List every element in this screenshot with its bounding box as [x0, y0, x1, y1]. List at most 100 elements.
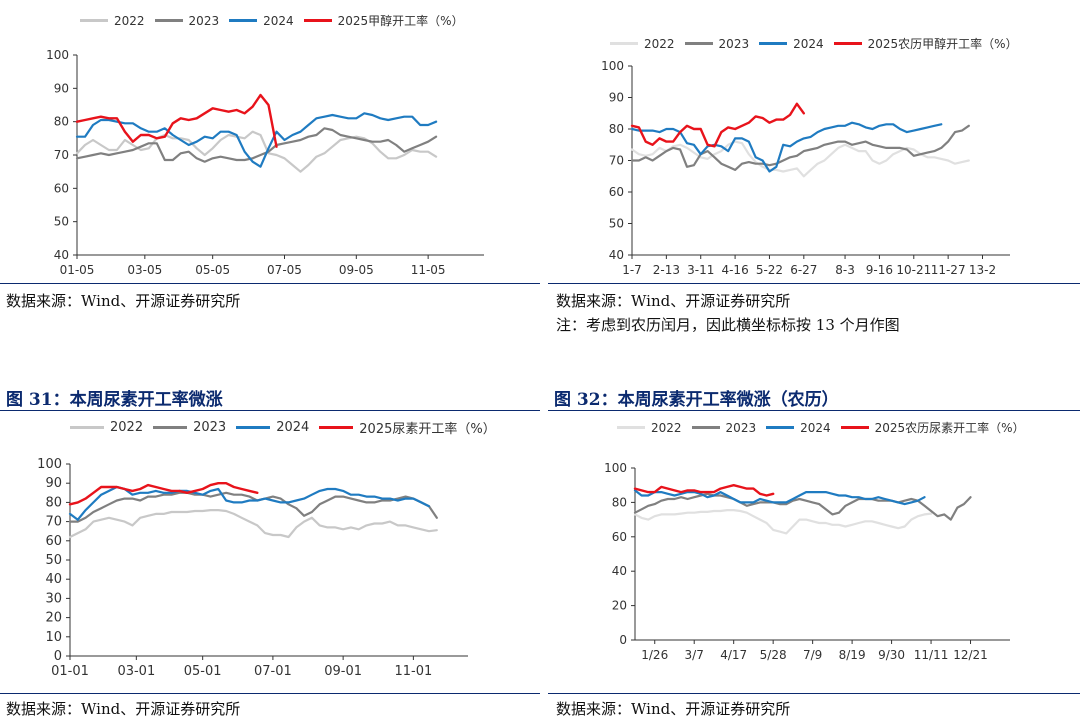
legend-label: 2022: [114, 13, 145, 28]
legend-swatch: [610, 42, 638, 45]
series-line-2025: [630, 102, 805, 148]
legend-urea-calendar: 2022 2023 2024 2025尿素开工率（%）: [70, 418, 506, 437]
source-label: 数据来源：Wind、开源证券研究所: [556, 700, 791, 718]
legend-label: 2024: [263, 13, 294, 28]
y-tick-label: 70: [609, 154, 624, 168]
legend-swatch: [153, 426, 188, 429]
series-line-2023: [633, 492, 972, 521]
legend-item-2024: 2024: [229, 14, 294, 28]
legend-item-2023: 2023: [153, 420, 226, 435]
legend-label: 2022: [110, 420, 144, 435]
x-tick-label: 11-27: [931, 263, 966, 277]
legend-label: 2022: [644, 36, 675, 51]
legend-item-2024: 2024: [766, 421, 831, 435]
legend-label: 2024: [800, 420, 831, 435]
y-tick-label: 100: [604, 461, 627, 475]
legend-item-2023: 2023: [691, 421, 756, 435]
urea-calendar-chart: 0 10 20 30 40 50 60 70 80 90 100 01-01 03-01 05-01 07-…: [37, 457, 468, 679]
x-tick-label: 11/11: [914, 648, 949, 662]
series-line-2025: [633, 483, 775, 497]
series-line-2022: [630, 140, 970, 178]
y-tick-label: 50: [54, 215, 69, 229]
legend-item-2025: 2025农历甲醇开工率（%）: [833, 35, 1018, 52]
x-tick-label: 5-22: [756, 263, 783, 277]
series-line-2024: [630, 121, 943, 173]
x-tick-label: 4/17: [720, 648, 747, 662]
y-tick-label: 80: [45, 495, 62, 510]
y-tick-label: 90: [45, 476, 62, 491]
x-tick-label: 07-05: [267, 263, 302, 277]
divider: [548, 283, 1080, 284]
x-tick-label: 9/30: [878, 648, 905, 662]
legend-swatch: [229, 19, 258, 22]
x-tick-label: 01-01: [51, 664, 89, 679]
legend-item-2022: 2022: [70, 420, 143, 435]
x-tick-label: 09-05: [339, 263, 374, 277]
divider: [0, 693, 540, 694]
legend-item-2022: 2022: [617, 421, 682, 435]
y-tick-label: 90: [54, 81, 69, 95]
x-tick-label: 13-2: [969, 263, 996, 277]
source-label: 数据来源：Wind、开源证券研究所: [6, 700, 241, 718]
x-tick-label: 9-16: [866, 263, 893, 277]
legend-label: 2023: [193, 420, 227, 435]
x-tick-label: 6-27: [790, 263, 817, 277]
legend-swatch: [154, 19, 183, 22]
divider: [0, 410, 540, 411]
legend-label: 2024: [276, 420, 310, 435]
legend-item-2022: 2022: [610, 37, 675, 51]
figure-31-title: 图 31：本周尿素开工率微涨: [6, 390, 223, 410]
divider: [548, 693, 1080, 694]
y-tick-label: 20: [45, 611, 62, 626]
x-tick-label: 11-05: [411, 263, 446, 277]
series-line-2023: [68, 491, 438, 523]
y-tick-label: 60: [612, 530, 627, 544]
y-tick-label: 40: [612, 564, 627, 578]
methanol-calendar-chart: 40 50 60 70 80 90 100 01-05 03-05 05-05 07-05 09-05…: [46, 48, 484, 277]
x-tick-label: 10-21: [896, 263, 931, 277]
legend-item-2025: 2025农历尿素开工率（%）: [840, 419, 1025, 436]
legend-swatch: [759, 42, 788, 45]
x-tick-label: 1/26: [641, 648, 668, 662]
legend-swatch: [617, 426, 645, 429]
x-tick-label: 01-05: [60, 263, 95, 277]
x-tick-label: 1-7: [622, 263, 642, 277]
x-tick-label: 2-13: [653, 263, 680, 277]
legend-swatch: [766, 426, 795, 429]
y-tick-label: 60: [609, 185, 624, 199]
legend-methanol-calendar: 2022 2023 2024 2025甲醇开工率（%）: [80, 12, 474, 29]
y-tick-label: 100: [46, 48, 69, 62]
legend-methanol-lunar: 2022 2023 2024 2025农历甲醇开工率（%）: [610, 35, 1028, 52]
x-tick-label: 03-01: [117, 664, 155, 679]
series-line-2024: [68, 485, 431, 521]
y-tick-label: 40: [609, 248, 624, 262]
x-tick-label: 8-3: [835, 263, 855, 277]
source-label: 数据来源：Wind、开源证券研究所: [6, 292, 241, 310]
series-line-2023: [75, 127, 438, 163]
legend-label: 2024: [793, 36, 824, 51]
legend-swatch: [236, 426, 271, 429]
y-tick-label: 70: [54, 148, 69, 162]
y-tick-label: 50: [45, 553, 62, 568]
x-tick-label: 12/21: [953, 648, 988, 662]
x-tick-label: 03-05: [127, 263, 162, 277]
x-tick-label: 5/28: [760, 648, 787, 662]
legend-label: 2025农历甲醇开工率（%）: [867, 37, 1018, 51]
methanol-lunar-chart: 40 50 60 70 80 90 100 1-7 2-13 3-11 4-16 5-22 6-27 8-…: [601, 59, 1010, 277]
x-tick-label: 7/9: [803, 648, 822, 662]
y-tick-label: 100: [37, 457, 62, 472]
legend-item-2023: 2023: [684, 37, 749, 51]
legend-item-2022: 2022: [80, 14, 145, 28]
series-line-2025: [68, 481, 259, 506]
legend-swatch: [303, 19, 332, 22]
urea-lunar-chart: 0 20 40 60 80 100 1/26 3/7 4/17 5/28 7/9 8/19 9/30 11…: [604, 461, 1010, 662]
x-tick-label: 3-11: [687, 263, 714, 277]
y-tick-label: 40: [54, 248, 69, 262]
y-tick-label: 40: [45, 572, 62, 587]
x-tick-label: 07-01: [254, 664, 292, 679]
legend-swatch: [319, 426, 354, 429]
legend-swatch: [840, 426, 869, 429]
legend-label: 2025尿素开工率（%）: [359, 422, 496, 437]
divider: [0, 283, 540, 284]
divider: [548, 410, 1080, 411]
